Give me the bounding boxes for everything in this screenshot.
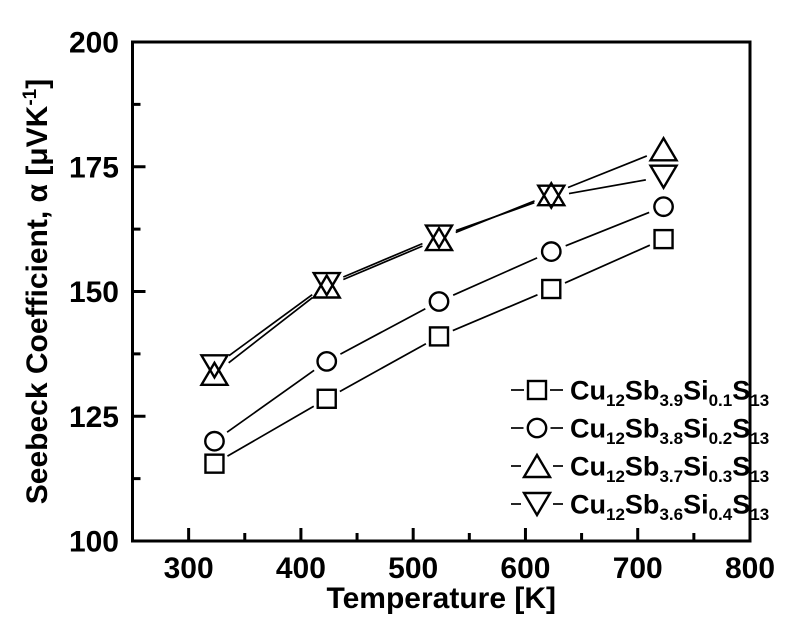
legend-marker-square-icon	[526, 379, 548, 401]
series-line-segment	[226, 369, 315, 433]
y-tick-label: 150	[69, 276, 119, 309]
data-point-marker-circle	[540, 241, 562, 262]
legend-label: Cu12Sb3.9Si0.1S13	[570, 376, 769, 410]
series-line-segment	[340, 308, 426, 355]
data-point-marker-square	[541, 278, 562, 300]
y-tick-label: 125	[69, 401, 119, 434]
y-tick-label: 200	[69, 27, 119, 60]
x-tick-label: 600	[500, 552, 550, 585]
legend-item: Cu12Sb3.9Si0.1S13	[511, 376, 769, 410]
data-point-marker-square	[653, 228, 674, 250]
plot-frame	[131, 40, 752, 543]
data-point-marker-circle	[204, 430, 225, 452]
legend-marker-triangle-up-icon	[521, 452, 553, 479]
series-line-segment	[564, 244, 651, 284]
series-circle	[204, 196, 674, 452]
series-line-segment	[452, 294, 538, 332]
series-line-segment	[565, 211, 650, 247]
legend-marker-circle-icon	[526, 417, 548, 439]
data-point-marker-triangle-up	[648, 135, 679, 162]
series-triangle-down	[199, 164, 679, 380]
y-axis-title: Seebeck Coefficient, α [μVK-1]	[20, 79, 54, 504]
data-point-marker-square	[316, 388, 337, 409]
data-point-marker-triangle-down	[311, 271, 342, 298]
legend-marker-triangle-down-icon	[521, 491, 553, 518]
data-point-marker-triangle-down	[648, 164, 679, 191]
legend-label: Cu12Sb3.6Si0.4S13	[570, 490, 769, 524]
legend-item: Cu12Sb3.7Si0.3S13	[511, 452, 769, 486]
series-line-segment	[455, 201, 535, 232]
x-axis: 300 400 500 600 700 800	[164, 528, 775, 585]
x-tick-label: 500	[388, 552, 438, 585]
series-line-segment	[452, 257, 538, 296]
legend-label: Cu12Sb3.8Si0.2S13	[570, 414, 769, 448]
data-point-marker-triangle-down	[536, 184, 567, 211]
series-line-segment	[339, 342, 427, 393]
series-line-segment	[228, 296, 314, 364]
data-point-marker-triangle-up	[199, 360, 230, 387]
data-point-marker-square	[428, 326, 450, 347]
y-tick-label: 175	[69, 151, 119, 184]
x-tick-label: 700	[613, 552, 663, 585]
data-point-marker-circle	[428, 291, 450, 312]
series-square	[204, 228, 674, 474]
data-point-marker-triangle-up	[423, 225, 455, 252]
series-line-segment	[228, 293, 313, 357]
data-point-marker-triangle-down	[423, 224, 455, 250]
data-point-marker-triangle-up	[536, 180, 567, 207]
data-point-marker-circle	[653, 196, 674, 218]
data-point-marker-triangle-down	[199, 354, 230, 380]
legend-label: Cu12Sb3.7Si0.3S13	[570, 452, 769, 486]
data-point-marker-triangle-up	[311, 273, 342, 299]
legend-item: Cu12Sb3.8Si0.2S13	[511, 414, 769, 448]
series-line-segment	[342, 242, 423, 278]
series-line-segment	[568, 179, 646, 195]
data-point-marker-circle	[316, 350, 338, 372]
y-tick-label: 100	[69, 526, 119, 559]
x-tick-label: 800	[725, 552, 775, 585]
x-axis-title: Temperature [K]	[327, 582, 556, 615]
x-tick-label: 400	[276, 552, 326, 585]
legend-item: Cu12Sb3.6Si0.4S13	[511, 490, 769, 524]
legend: Cu12Sb3.9Si0.1S13 Cu12Sb3.8Si0.2S13 Cu12Sb…	[511, 376, 769, 524]
x-tick-label: 300	[164, 552, 214, 585]
series-line-segment	[227, 405, 315, 457]
series-line-segment	[342, 245, 423, 281]
series-line-segment	[567, 155, 648, 189]
data-point-marker-square	[204, 453, 225, 474]
y-axis: 100 125 150 175 200	[69, 27, 146, 559]
series-triangle-up	[199, 135, 679, 387]
